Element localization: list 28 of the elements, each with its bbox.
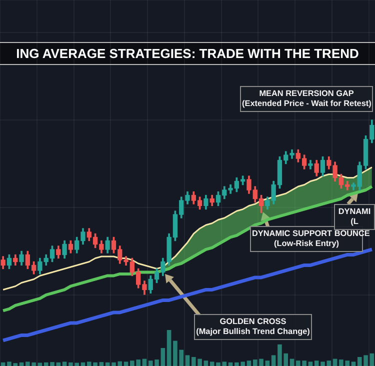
bar [370, 353, 374, 366]
bar [332, 358, 338, 366]
bar [142, 358, 147, 366]
bar [204, 360, 208, 366]
bar [99, 362, 104, 366]
annotation: DYNAMI (L [336, 207, 373, 227]
bar [166, 330, 172, 366]
bar [265, 360, 270, 366]
bar [246, 360, 252, 366]
bar [351, 362, 356, 366]
bar [56, 362, 61, 366]
chart-title: ING AVERAGE STRATEGIES: TRADE WITH THE TREND [0, 42, 375, 65]
bar [228, 362, 233, 366]
bar [271, 355, 276, 366]
annotation: GOLDEN CROSS (Major Bullish Trend Change) [196, 317, 310, 337]
bar [160, 348, 166, 366]
annotation: DYNAMIC SUPPORT BOUNCE (Low-Risk Entry) [252, 229, 370, 249]
bar [105, 362, 110, 366]
bar [308, 362, 313, 366]
bar [185, 355, 190, 366]
bar [80, 362, 86, 366]
bar [19, 362, 24, 366]
bar [124, 362, 128, 366]
text: MEAN REVERSION GAP (Extended Price - Wait for Retest) [242, 89, 372, 109]
bar [210, 362, 214, 366]
bar [290, 358, 294, 366]
bar [62, 362, 67, 366]
bar [0, 362, 6, 366]
